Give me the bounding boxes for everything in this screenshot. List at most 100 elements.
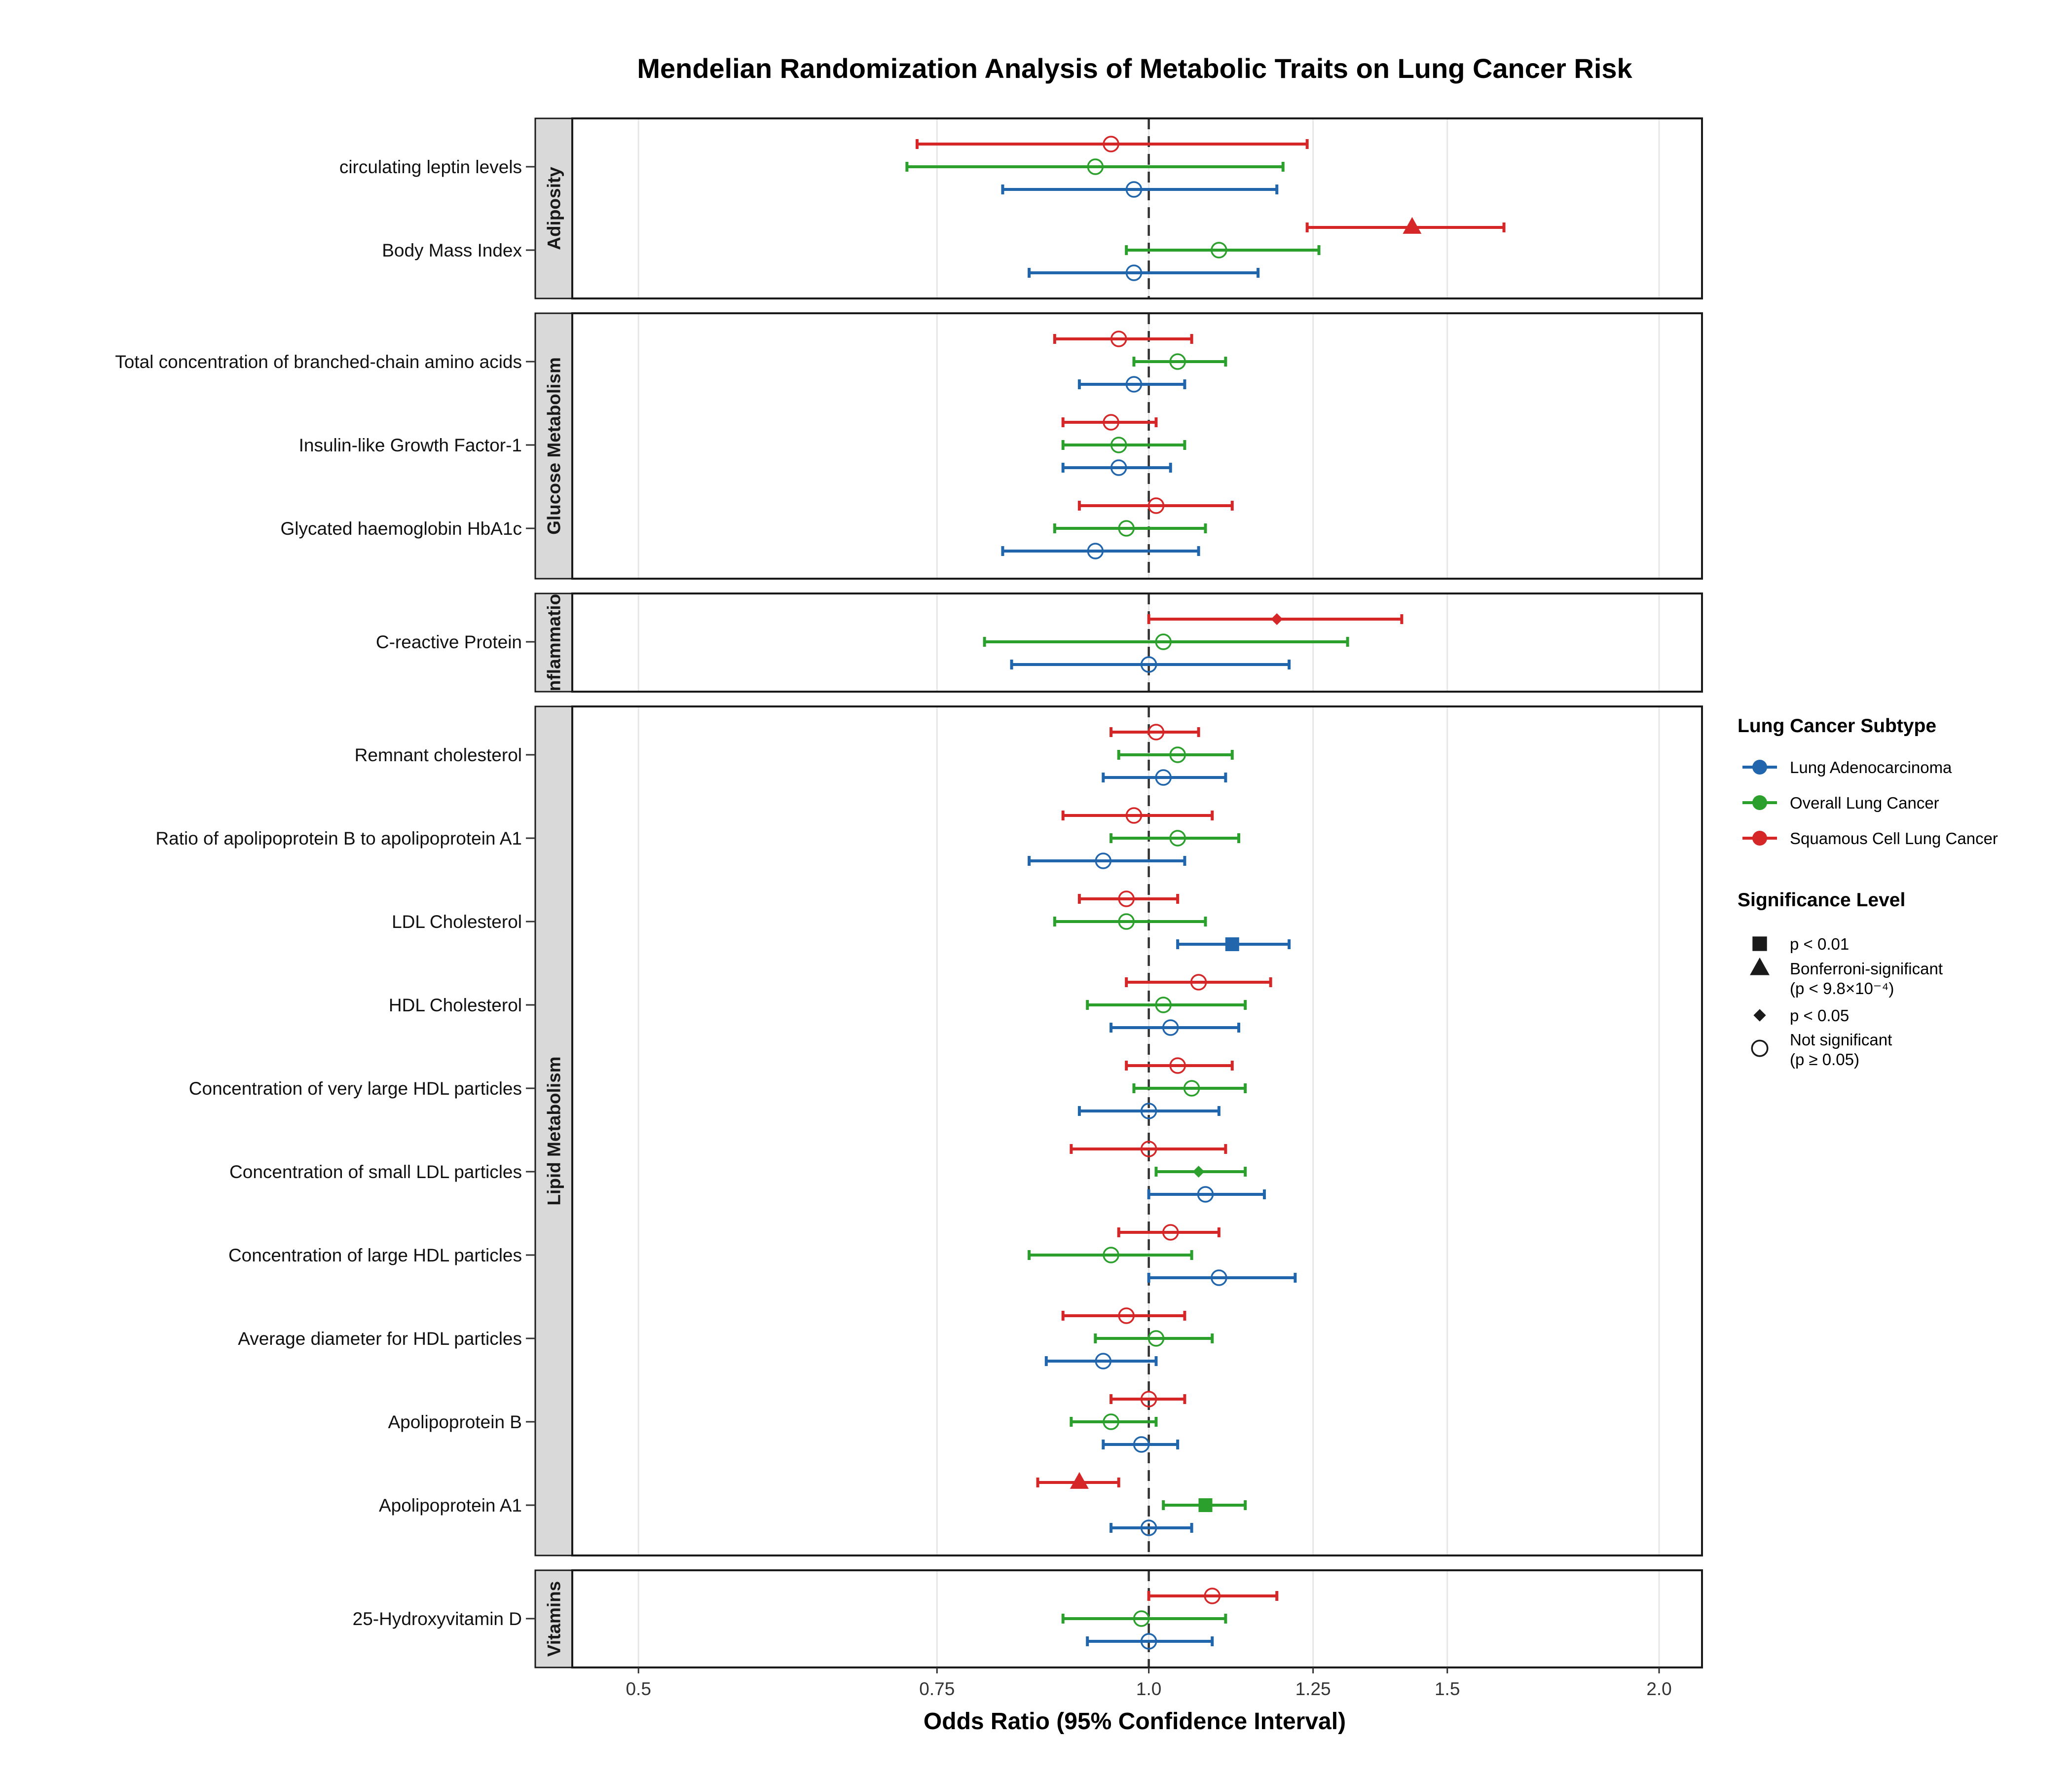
marker-not-significant xyxy=(1103,1247,1119,1263)
estimate-overall-lung-cancer xyxy=(1061,1610,1227,1627)
legend-label: Squamous Cell Lung Cancer xyxy=(1790,829,1998,848)
x-tick-label: 0.5 xyxy=(626,1679,651,1699)
panel-adiposity: Adiposity circulating leptin levels Body M… xyxy=(339,117,1703,299)
marker-not-significant xyxy=(1103,136,1119,152)
estimate-squamous-cell-lung-cancer xyxy=(1125,974,1272,991)
trait-label: Apolipoprotein B xyxy=(388,1412,522,1432)
marker-not-significant xyxy=(1147,1330,1165,1347)
estimate-squamous-cell-lung-cancer xyxy=(1110,724,1200,740)
estimate-overall-lung-cancer xyxy=(1053,520,1207,537)
legend-significance-title: Significance Level xyxy=(1738,889,1905,911)
x-tick-label: 1.0 xyxy=(1136,1679,1161,1699)
estimate-lung-adenocarcinoma xyxy=(1077,376,1186,393)
trait-concentration-of-very-large-hdl-particles: Concentration of very large HDL particle… xyxy=(189,1057,1247,1119)
estimate-overall-lung-cancer xyxy=(983,633,1349,650)
estimate-squamous-cell-lung-cancer xyxy=(1117,1224,1221,1241)
trait-circulating-leptin-levels: circulating leptin levels xyxy=(339,136,1309,198)
estimate-overall-lung-cancer xyxy=(1154,1166,1247,1178)
legend-label: Bonferroni-significant xyxy=(1790,960,1943,978)
legend-item-open-circle: Not significant(p ≥ 0.05) xyxy=(1751,1031,1892,1069)
strip-label-vitamins: Vitamins xyxy=(544,1581,564,1657)
trait-concentration-of-small-ldl-particles: Concentration of small LDL particles xyxy=(229,1141,1266,1203)
marker-not-significant xyxy=(1095,852,1112,869)
legend-key-point xyxy=(1752,795,1767,810)
estimate-lung-adenocarcinoma xyxy=(1061,459,1172,476)
legend-label: Lung Adenocarcinoma xyxy=(1790,758,1952,777)
marker-not-significant xyxy=(1140,1633,1157,1650)
panel-background xyxy=(572,706,1702,1555)
estimate-overall-lung-cancer xyxy=(1028,1247,1193,1263)
legend-label: p < 0.05 xyxy=(1790,1006,1849,1025)
marker-not-significant xyxy=(1140,1519,1157,1536)
marker-not-significant xyxy=(1211,1269,1227,1286)
estimate-overall-lung-cancer xyxy=(1061,437,1186,453)
marker-p05-diamond xyxy=(1753,1009,1766,1022)
marker-p01-square xyxy=(1752,936,1767,951)
legend-label: Overall Lung Cancer xyxy=(1790,794,1939,812)
panel-border xyxy=(571,705,1703,1556)
estimate-overall-lung-cancer xyxy=(1070,1413,1158,1430)
legend-label: (p < 9.8×10⁻⁴) xyxy=(1790,979,1894,998)
estimate-squamous-cell-lung-cancer xyxy=(1077,890,1180,907)
strip-lipid-metabolism xyxy=(534,705,573,1556)
legend-label: Not significant xyxy=(1790,1031,1892,1049)
marker-not-significant xyxy=(1155,997,1172,1013)
estimate-squamous-cell-lung-cancer xyxy=(1036,1472,1120,1489)
panel-border xyxy=(571,117,1703,299)
marker-p01-square xyxy=(1198,1498,1213,1512)
trait-label: Concentration of large HDL particles xyxy=(228,1245,522,1265)
trait-total-concentration-of-branched-chain-amino-acids: Total concentration of branched-chain am… xyxy=(115,331,1227,393)
legend-subtype-title: Lung Cancer Subtype xyxy=(1738,715,1936,737)
estimate-lung-adenocarcinoma xyxy=(1028,852,1186,869)
estimate-squamous-cell-lung-cancer xyxy=(1061,414,1158,431)
estimate-overall-lung-cancer xyxy=(1132,353,1227,370)
marker-not-significant xyxy=(1183,1080,1200,1097)
estimate-lung-adenocarcinoma xyxy=(1044,1353,1158,1369)
marker-not-significant xyxy=(1140,1103,1157,1119)
x-axis-title: Odds Ratio (95% Confidence Interval) xyxy=(924,1708,1346,1735)
trait-label: Total concentration of branched-chain am… xyxy=(115,352,522,372)
trait-label: Average diameter for HDL particles xyxy=(238,1329,522,1349)
marker-bonferroni-triangle xyxy=(1070,1472,1089,1489)
trait-label: LDL Cholesterol xyxy=(392,912,522,932)
marker-not-significant xyxy=(1169,1057,1186,1074)
estimate-lung-adenocarcinoma xyxy=(1176,937,1291,951)
strip-label-lipid-metabolism: Lipid Metabolism xyxy=(544,1056,564,1205)
panel-background xyxy=(572,118,1702,298)
x-tick-label: 1.25 xyxy=(1295,1679,1331,1699)
estimate-squamous-cell-lung-cancer xyxy=(1061,807,1214,824)
estimate-overall-lung-cancer xyxy=(905,158,1285,175)
marker-not-significant xyxy=(1087,158,1104,175)
strip-label-inflammation: nflammatio xyxy=(544,594,564,691)
panel-vitamins: Vitamins 25-Hydroxyvitamin D xyxy=(353,1569,1703,1668)
estimate-overall-lung-cancer xyxy=(1125,242,1321,259)
estimate-lung-adenocarcinoma xyxy=(1147,1186,1266,1203)
trait-label: circulating leptin levels xyxy=(339,157,522,177)
trait-hdl-cholesterol: HDL Cholesterol xyxy=(389,974,1272,1036)
estimate-overall-lung-cancer xyxy=(1132,1080,1247,1097)
trait-ldl-cholesterol: LDL Cholesterol xyxy=(392,890,1291,951)
trait-glycated-haemoglobin-hba1c: Glycated haemoglobin HbA1c xyxy=(280,497,1234,559)
legend-item-overall-lung-cancer: Overall Lung Cancer xyxy=(1742,794,1939,812)
legend-key-point xyxy=(1752,831,1767,846)
estimate-lung-adenocarcinoma xyxy=(1086,1633,1214,1650)
trait-label: C-reactive Protein xyxy=(376,632,522,652)
estimate-lung-adenocarcinoma xyxy=(1001,543,1200,559)
estimate-overall-lung-cancer xyxy=(1162,1498,1247,1512)
estimate-squamous-cell-lung-cancer xyxy=(1061,1307,1186,1324)
trait-label: Remnant cholesterol xyxy=(355,745,522,765)
marker-not-significant xyxy=(1110,459,1127,476)
estimate-overall-lung-cancer xyxy=(1094,1330,1214,1347)
estimate-squamous-cell-lung-cancer xyxy=(1053,331,1193,347)
legend-item-triangle: Bonferroni-significant(p < 9.8×10⁻⁴) xyxy=(1750,957,1943,998)
marker-not-significant xyxy=(1155,769,1172,786)
marker-not-significant xyxy=(1118,890,1135,907)
x-tick-label: 1.5 xyxy=(1435,1679,1460,1699)
marker-not-significant xyxy=(1197,1186,1214,1203)
trait-label: Concentration of very large HDL particle… xyxy=(189,1078,522,1099)
x-axis: 0.5 0.75 1.0 1.25 1.5 2.0 xyxy=(626,1667,1672,1699)
estimate-lung-adenocarcinoma xyxy=(1001,181,1279,198)
strip-label-glucose-metabolism: Glucose Metabolism xyxy=(544,357,564,535)
trait-25-hydroxyvitamin-d: 25-Hydroxyvitamin D xyxy=(353,1588,1279,1650)
